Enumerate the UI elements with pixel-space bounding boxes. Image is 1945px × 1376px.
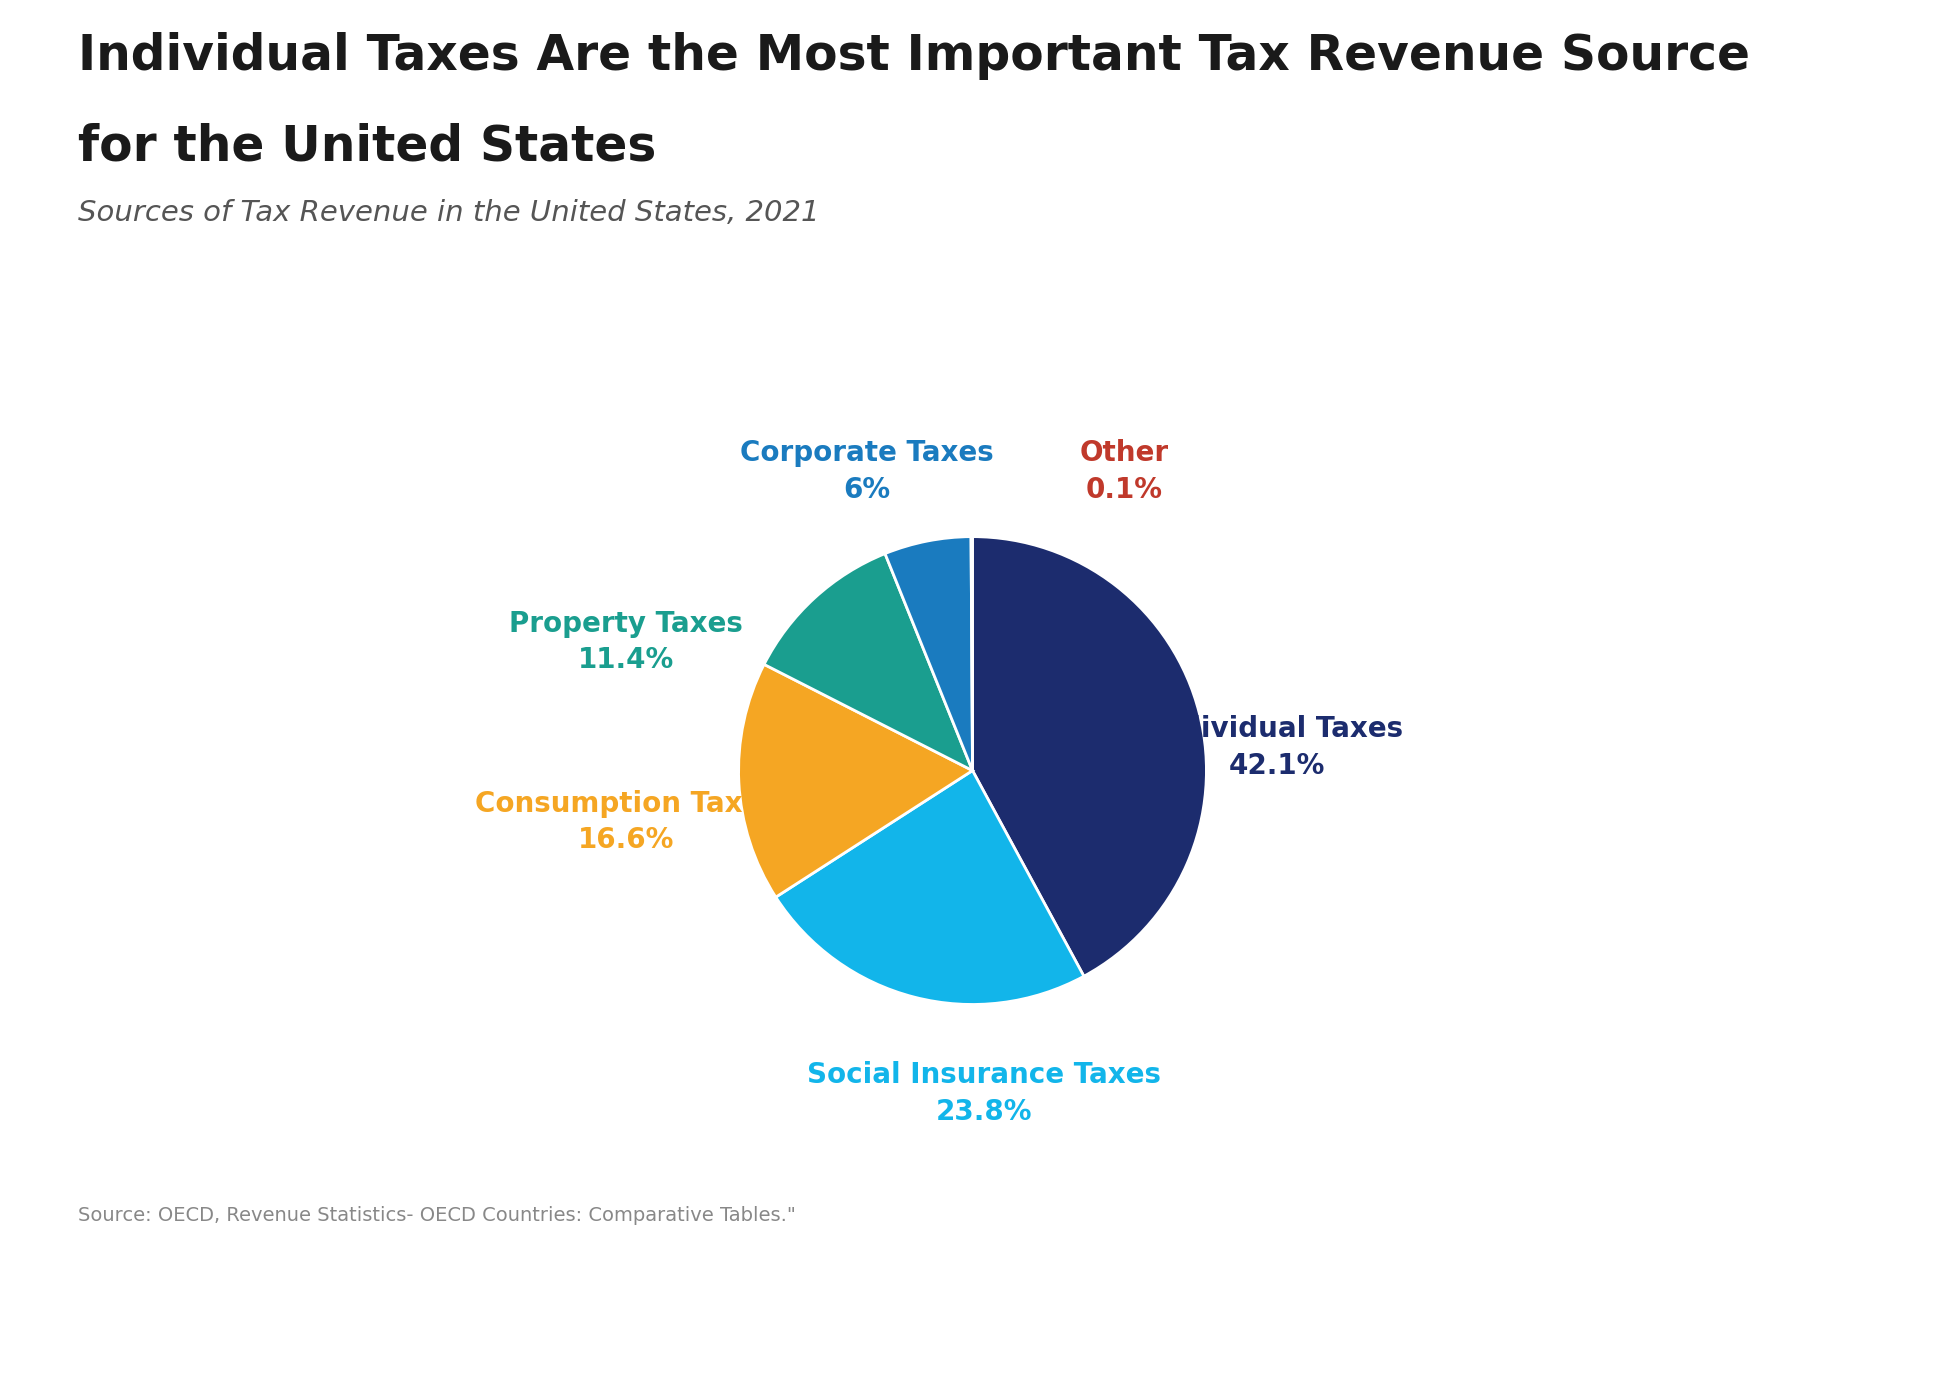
Wedge shape	[776, 771, 1083, 1004]
Wedge shape	[764, 553, 972, 771]
Wedge shape	[739, 665, 972, 897]
Text: TAX FOUNDATION: TAX FOUNDATION	[43, 1315, 360, 1347]
Wedge shape	[972, 537, 1206, 976]
Text: Source: OECD, Revenue Statistics- OECD Countries: Comparative Tables.": Source: OECD, Revenue Statistics- OECD C…	[78, 1205, 796, 1225]
Text: Property Taxes
11.4%: Property Taxes 11.4%	[510, 610, 743, 674]
Text: Sources of Tax Revenue in the United States, 2021: Sources of Tax Revenue in the United Sta…	[78, 200, 819, 227]
Text: Consumption Taxes
16.6%: Consumption Taxes 16.6%	[475, 790, 778, 854]
Text: Social Insurance Taxes
23.8%: Social Insurance Taxes 23.8%	[807, 1061, 1161, 1126]
Text: Individual Taxes Are the Most Important Tax Revenue Source: Individual Taxes Are the Most Important …	[78, 32, 1750, 80]
Text: @TaxFoundation: @TaxFoundation	[1663, 1317, 1902, 1346]
Text: Individual Taxes
42.1%: Individual Taxes 42.1%	[1151, 714, 1402, 780]
Text: Other
0.1%: Other 0.1%	[1079, 439, 1169, 504]
Text: for the United States: for the United States	[78, 122, 655, 171]
Text: Corporate Taxes
6%: Corporate Taxes 6%	[741, 439, 994, 504]
Wedge shape	[885, 537, 972, 771]
